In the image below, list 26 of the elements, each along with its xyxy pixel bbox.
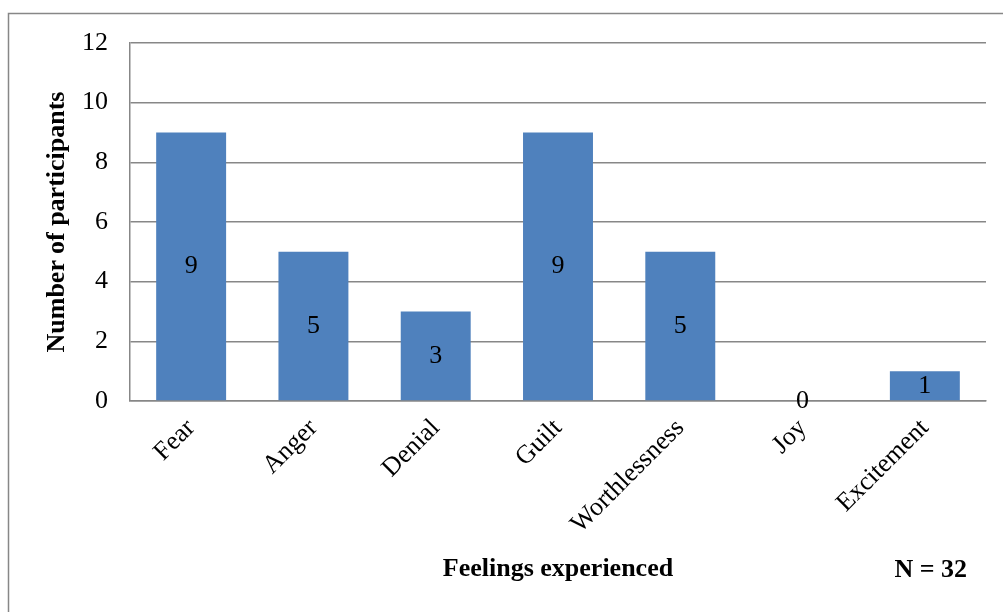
data-label: 9: [551, 250, 565, 280]
data-label: 1: [918, 369, 932, 399]
y-tick-label: 6: [95, 205, 108, 235]
bar: [278, 251, 349, 401]
y-axis-title: Number of participants: [41, 91, 71, 353]
data-label: 5: [673, 309, 687, 339]
y-tick-label: 2: [95, 325, 108, 355]
data-label: 3: [429, 339, 443, 369]
bar: [645, 251, 716, 401]
x-tick-label: Guilt: [508, 412, 568, 471]
x-axis-title: Feelings experienced: [442, 553, 674, 583]
x-tick-label: Fear: [147, 412, 201, 466]
y-tick-label: 10: [82, 86, 108, 116]
bar: [156, 132, 227, 401]
y-tick-label: 0: [95, 384, 108, 414]
bar: [523, 132, 593, 401]
y-tick-label: 12: [82, 26, 108, 56]
y-tick-label: 8: [95, 146, 108, 176]
data-label: 9: [184, 250, 198, 280]
bar: [889, 371, 960, 401]
x-tick-label: Joy: [765, 412, 812, 459]
text: N = 32: [894, 553, 967, 583]
data-label: 0: [796, 384, 810, 414]
bar: [400, 311, 471, 401]
data-label: 5: [306, 309, 320, 339]
y-tick-label: 4: [95, 265, 108, 295]
